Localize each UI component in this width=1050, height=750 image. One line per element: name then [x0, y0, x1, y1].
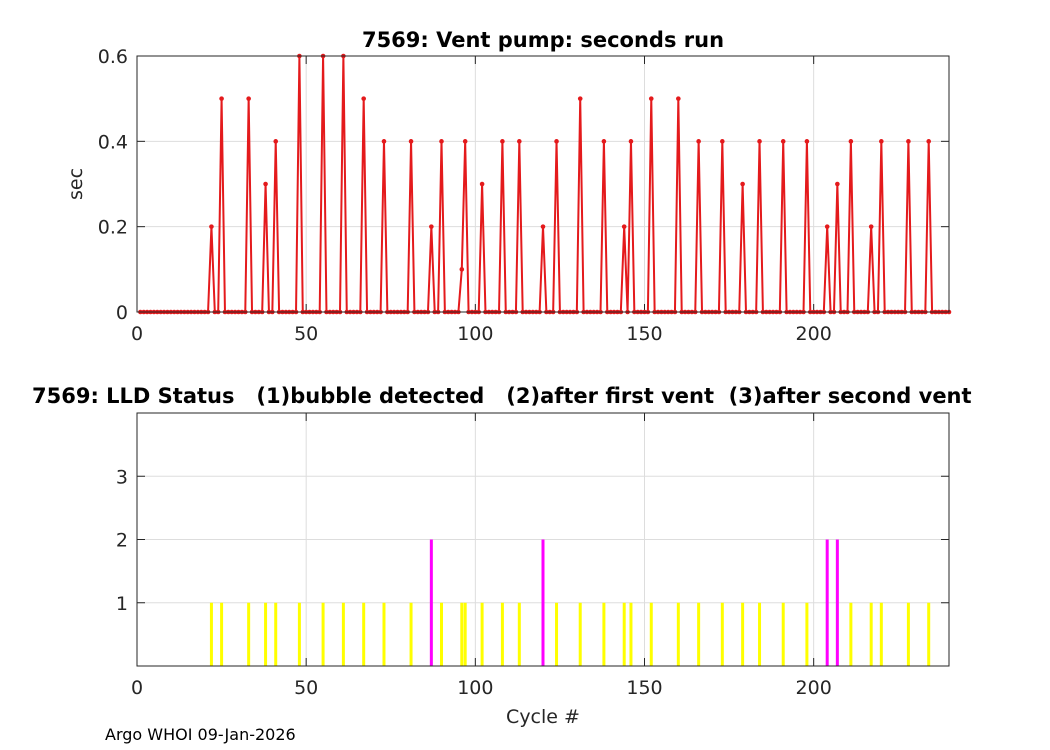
plot-area-frame: [136, 412, 950, 667]
plot-area-frame: [136, 55, 950, 313]
y-tick-label: 0.2: [98, 217, 128, 239]
data-point: [757, 139, 762, 144]
data-point: [459, 267, 465, 272]
data-point: [601, 139, 607, 144]
grid: [136, 55, 949, 313]
y-tick-labels: 0 0.2 0.4 0.6: [98, 46, 128, 324]
x-tick-labels: 0 50 100 150 200: [131, 677, 832, 699]
y-axis-label: sec: [65, 168, 87, 200]
data-point: [879, 139, 884, 144]
data-point: [824, 224, 830, 229]
y-tick-label: 0.6: [98, 46, 128, 68]
x-tick-label: 100: [457, 677, 493, 699]
vent-line: [140, 55, 949, 313]
data-point: [209, 224, 214, 229]
y-tick-label: 3: [116, 466, 128, 488]
x-tick-label: 200: [796, 677, 832, 699]
data-point: [780, 139, 786, 144]
data-point: [577, 96, 583, 101]
data-point: [219, 96, 224, 101]
x-axis-label: Cycle #: [506, 706, 580, 728]
data-point: [540, 224, 546, 229]
x-tick-label: 100: [457, 323, 493, 345]
data-point: [273, 139, 279, 144]
lld-status-chart: 0 50 100 150 200 1 2 3 7569: LLD Status (1)bub…: [32, 384, 972, 728]
y-tick-label: 2: [116, 530, 128, 552]
vent-pump-chart: 0 50 100 150 200 0 0.2 0.4 0.6 7569: Vent pump:…: [65, 28, 952, 345]
data-point: [804, 139, 810, 144]
chart-title: 7569: Vent pump: seconds run: [362, 28, 724, 52]
data-point: [381, 139, 387, 144]
data-point: [554, 139, 559, 144]
data-point: [517, 139, 522, 144]
data-point: [676, 96, 681, 101]
y-tick-label: 1: [116, 593, 128, 615]
x-tick-labels: 0 50 100 150 200: [131, 323, 832, 345]
data-point: [628, 139, 634, 144]
x-tick-label: 50: [294, 677, 318, 699]
data-point: [462, 139, 468, 144]
data-point: [720, 139, 725, 144]
data-point: [740, 181, 745, 187]
data-point: [408, 139, 414, 144]
chart-title: 7569: LLD Status (1)bubble detected (2)a…: [32, 384, 972, 408]
y-tick-labels: 1 2 3: [116, 466, 128, 615]
data-point: [429, 224, 434, 229]
vent-series: [138, 53, 952, 315]
x-tick-label: 200: [796, 323, 832, 345]
x-tick-label: 150: [626, 323, 662, 345]
y-tick-label: 0: [116, 302, 128, 324]
status-series: [209, 539, 931, 666]
x-tick-label: 0: [131, 677, 143, 699]
x-tick-label: 0: [131, 323, 143, 345]
data-point: [648, 96, 654, 101]
data-point: [439, 139, 444, 144]
data-point: [621, 224, 627, 229]
data-point: [696, 139, 701, 144]
x-tick-label: 150: [626, 677, 662, 699]
data-point: [906, 139, 911, 144]
x-tick-label: 50: [294, 323, 318, 345]
data-point: [479, 181, 485, 187]
data-point: [868, 224, 874, 229]
data-point: [500, 139, 505, 144]
data-point: [848, 139, 854, 144]
footer-note: Argo WHOI 09-Jan-2026: [105, 725, 296, 744]
data-point: [263, 181, 268, 187]
y-tick-label: 0.4: [98, 131, 128, 153]
data-point: [835, 181, 840, 187]
data-point: [361, 96, 366, 101]
data-point: [926, 139, 931, 144]
data-point: [246, 96, 251, 101]
